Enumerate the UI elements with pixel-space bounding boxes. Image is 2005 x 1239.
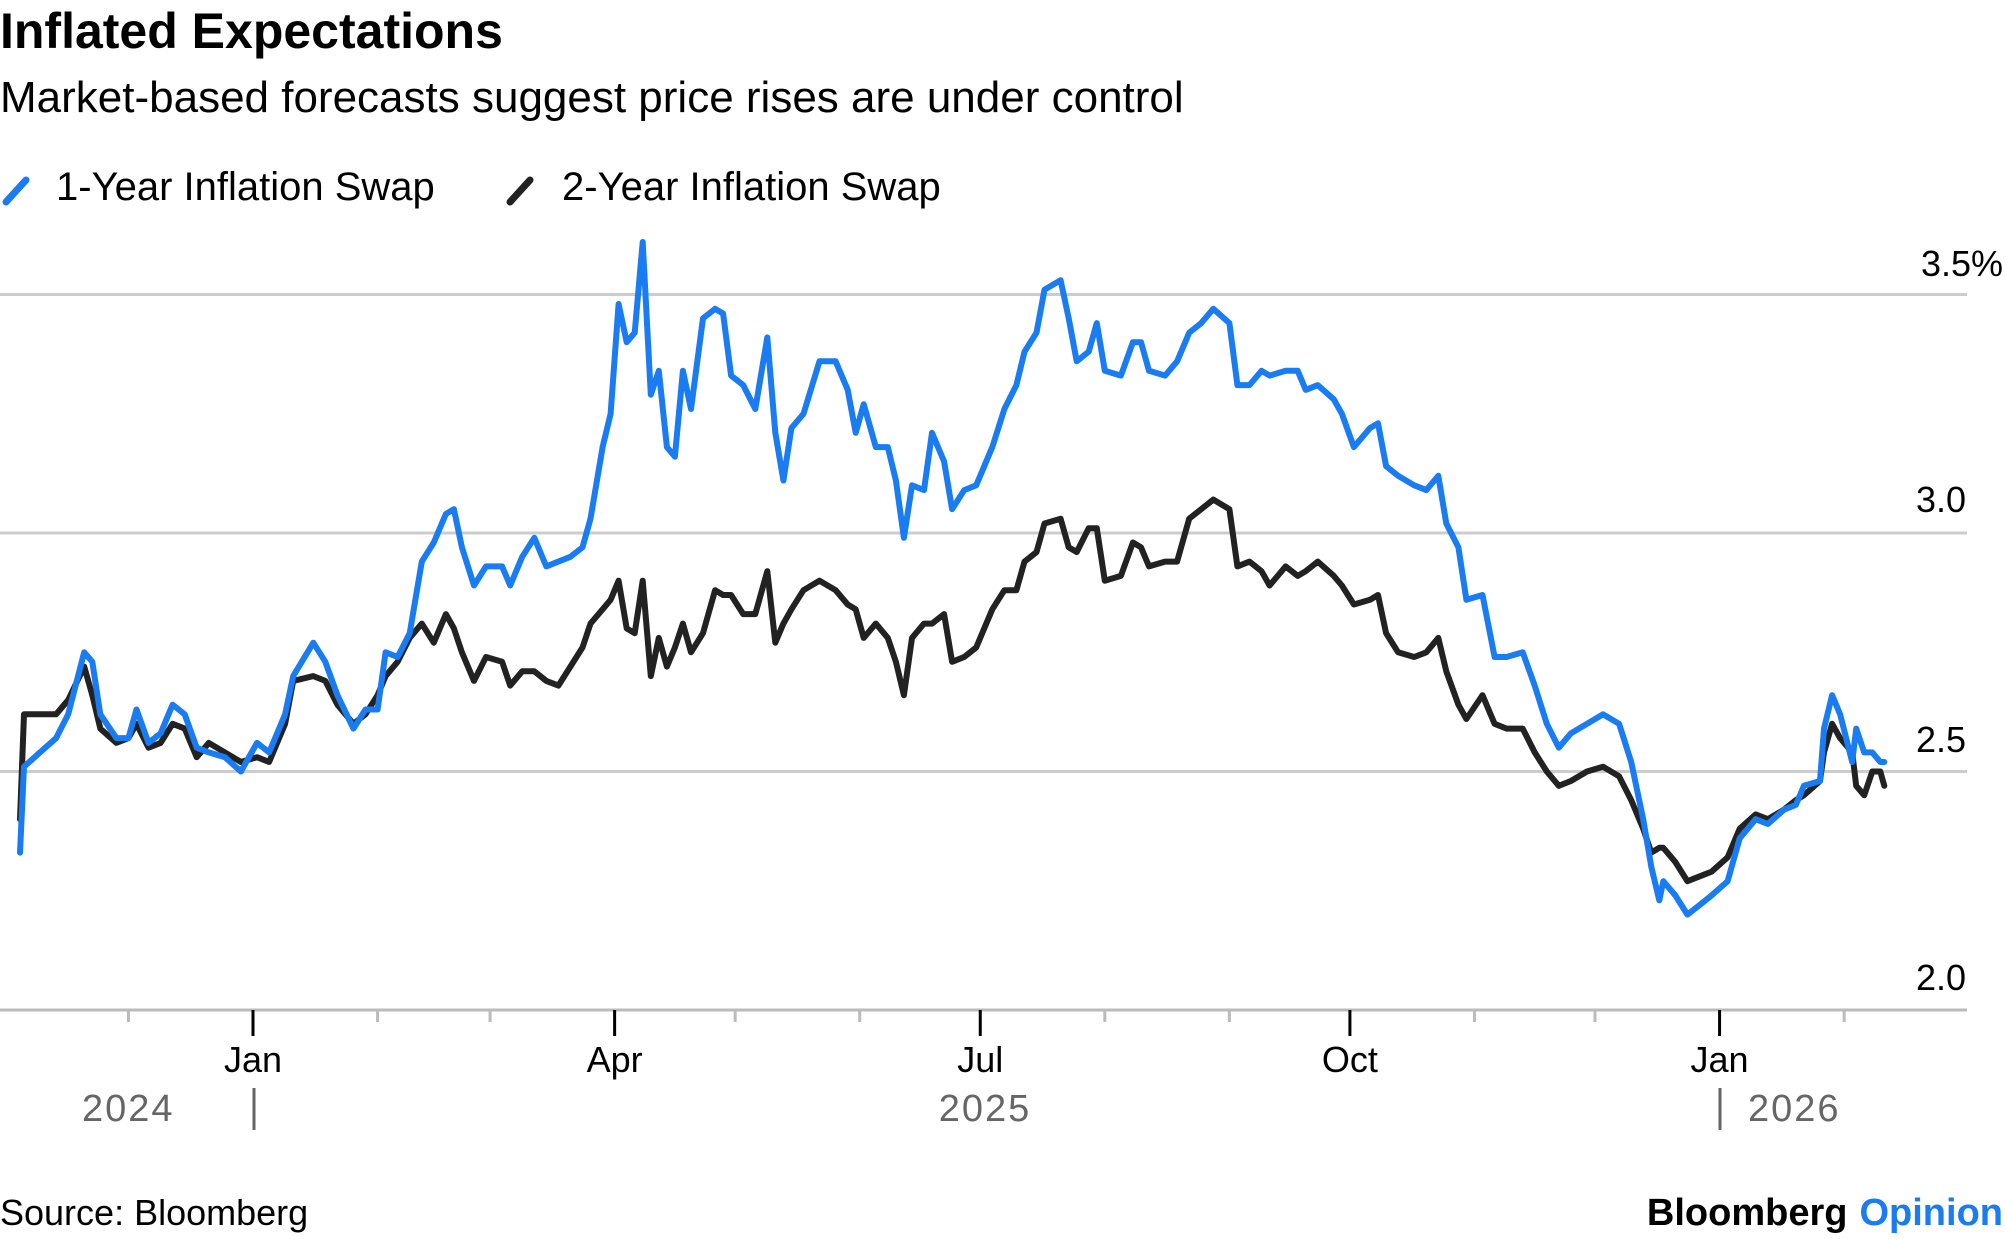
year-label-2026: 2026	[1748, 1088, 1841, 1130]
chart-subtitle: Market-based forecasts suggest price ris…	[0, 73, 1184, 122]
x-tick-label: Oct	[1322, 1039, 1378, 1080]
chart-title: Inflated Expectations	[0, 3, 503, 59]
year-label-2025: 2025	[939, 1088, 1032, 1130]
brand-logo: Bloomberg Opinion	[1647, 1192, 2003, 1234]
y-tick-label: 3.0	[1916, 479, 1966, 520]
y-tick-label: 2.5	[1916, 719, 1966, 760]
legend-label-1y: 1-Year Inflation Swap	[56, 165, 435, 209]
year-label-2024: 2024	[82, 1088, 175, 1130]
x-axis-labels: Jan Apr Jul Oct Jan	[224, 1039, 1749, 1080]
legend-label-2y: 2-Year Inflation Swap	[562, 165, 941, 209]
x-tick-label: Jan	[1691, 1039, 1749, 1080]
legend-swatch-2y	[506, 176, 534, 206]
series-line-1-year-inflation-swap	[17, 239, 1888, 918]
legend: 1-Year Inflation Swap 2-Year Inflation S…	[2, 165, 941, 209]
legend-swatch-1y	[2, 176, 30, 206]
x-axis	[0, 1008, 1967, 1036]
x-tick-label: Jul	[957, 1039, 1003, 1080]
brand-main: Bloomberg	[1647, 1192, 1848, 1234]
year-labels: 2024 2025 2026	[82, 1088, 1841, 1130]
y-axis-labels: 3.5% 3.0 2.5 2.0	[1916, 243, 2003, 998]
brand-accent: Opinion	[1859, 1192, 2003, 1234]
series-lines	[17, 239, 1888, 918]
gridlines	[0, 293, 1967, 773]
series-line-2-year-inflation-swap	[17, 496, 1888, 885]
y-tick-label: 3.5%	[1921, 243, 2003, 284]
y-tick-label: 2.0	[1916, 957, 1966, 998]
x-tick-label: Jan	[224, 1039, 282, 1080]
source-note: Source: Bloomberg	[0, 1192, 308, 1233]
x-tick-label: Apr	[587, 1039, 643, 1080]
